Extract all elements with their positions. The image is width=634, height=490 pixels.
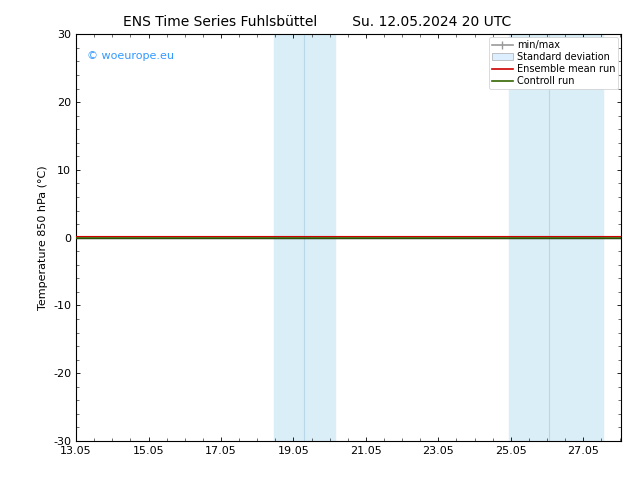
Bar (509, 34, 603, 441)
Bar (273, 34, 335, 441)
Legend: min/max, Standard deviation, Ensemble mean run, Controll run: min/max, Standard deviation, Ensemble me… (489, 37, 618, 89)
Text: © woeurope.eu: © woeurope.eu (87, 50, 174, 61)
Text: ENS Time Series Fuhlsbüttel        Su. 12.05.2024 20 UTC: ENS Time Series Fuhlsbüttel Su. 12.05.20… (123, 15, 511, 29)
Y-axis label: Temperature 850 hPa (°C): Temperature 850 hPa (°C) (37, 165, 48, 310)
